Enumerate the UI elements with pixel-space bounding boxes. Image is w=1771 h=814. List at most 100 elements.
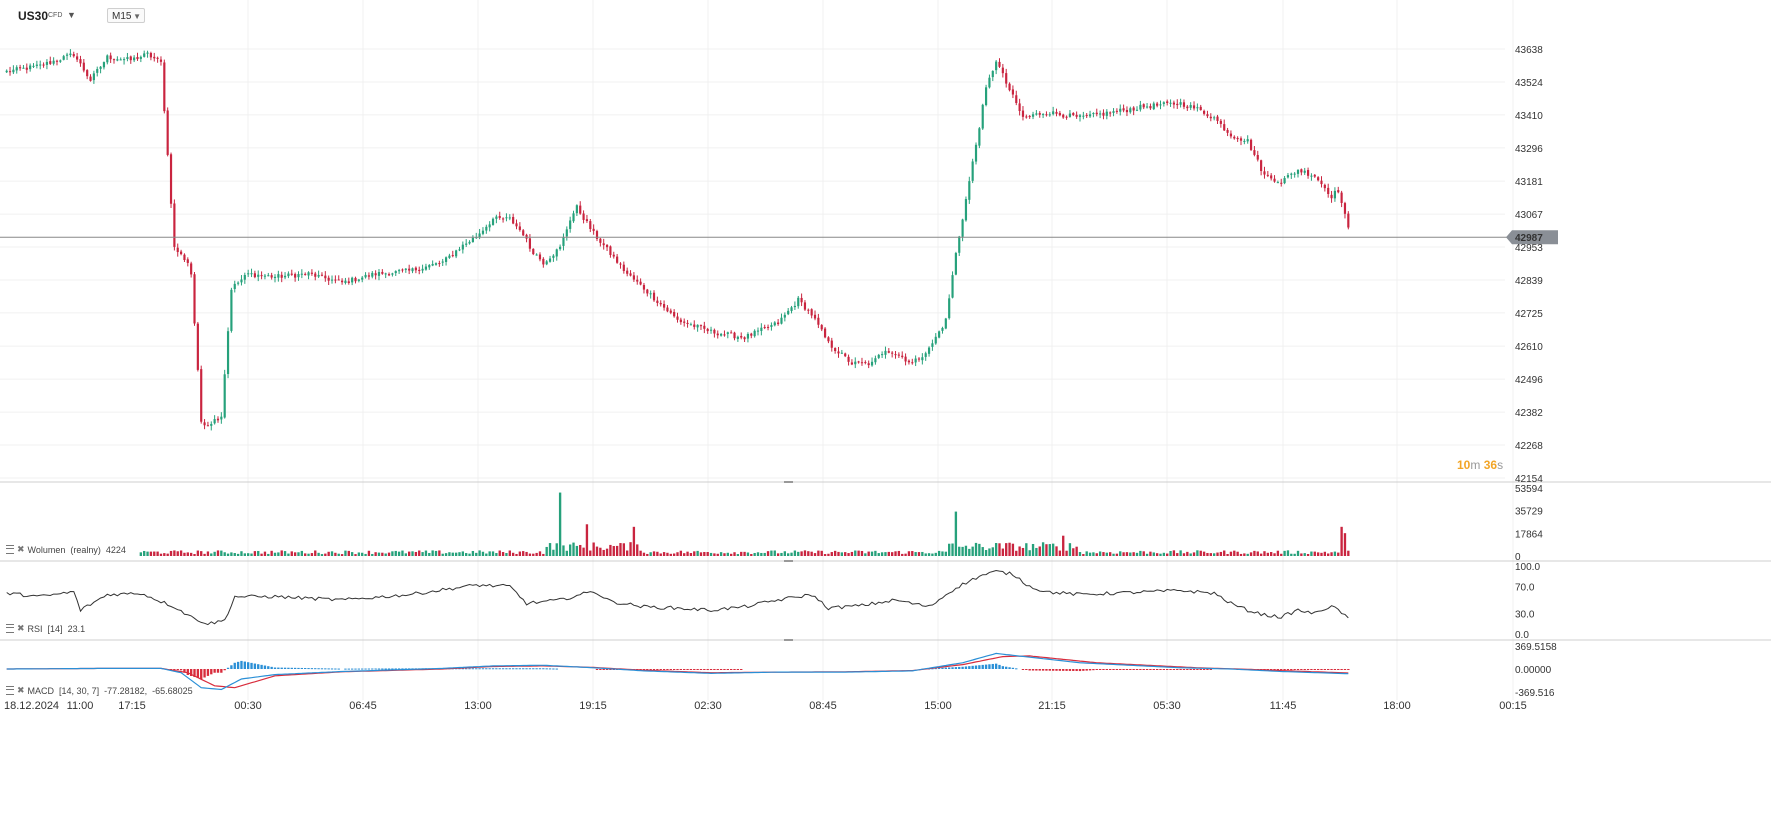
candle[interactable]	[42, 62, 45, 68]
candle[interactable]	[1310, 173, 1313, 181]
candle[interactable]	[283, 272, 287, 280]
candle[interactable]	[1031, 111, 1035, 120]
candle[interactable]	[15, 65, 18, 74]
candle[interactable]	[532, 248, 535, 256]
settings-icon[interactable]	[6, 686, 14, 695]
candle[interactable]	[887, 348, 890, 354]
candle[interactable]	[1243, 138, 1246, 145]
candle[interactable]	[387, 272, 391, 277]
candle[interactable]	[213, 415, 216, 425]
candle[interactable]	[317, 270, 320, 279]
candle[interactable]	[310, 269, 313, 276]
candle[interactable]	[1115, 108, 1118, 114]
candle[interactable]	[59, 59, 62, 63]
candle[interactable]	[679, 317, 682, 325]
candle[interactable]	[1203, 109, 1206, 116]
candle[interactable]	[817, 313, 820, 329]
candle[interactable]	[1323, 183, 1326, 192]
candle[interactable]	[19, 64, 22, 71]
candle[interactable]	[904, 353, 907, 366]
candle[interactable]	[1270, 173, 1273, 181]
candle[interactable]	[1092, 112, 1095, 118]
candle[interactable]	[143, 50, 146, 58]
candle[interactable]	[1283, 175, 1286, 185]
candle[interactable]	[552, 254, 555, 262]
candle[interactable]	[907, 359, 911, 365]
candle[interactable]	[1330, 190, 1333, 203]
candle[interactable]	[1172, 100, 1175, 109]
candle[interactable]	[1166, 99, 1169, 106]
candle[interactable]	[891, 351, 894, 358]
candle[interactable]	[978, 126, 981, 149]
candle[interactable]	[273, 274, 277, 283]
candle[interactable]	[1290, 172, 1293, 179]
candle[interactable]	[1256, 150, 1259, 162]
candle[interactable]	[1239, 136, 1243, 146]
candle[interactable]	[434, 262, 438, 266]
candle[interactable]	[622, 261, 625, 274]
candle[interactable]	[783, 312, 786, 322]
candle[interactable]	[35, 60, 38, 69]
candle[interactable]	[948, 294, 951, 320]
candle[interactable]	[25, 63, 28, 74]
candle[interactable]	[223, 369, 226, 419]
candle[interactable]	[1075, 111, 1078, 119]
candle[interactable]	[237, 281, 240, 286]
candle[interactable]	[800, 293, 803, 307]
candle[interactable]	[1028, 114, 1031, 119]
candle[interactable]	[790, 305, 793, 314]
candle[interactable]	[253, 270, 256, 279]
candle[interactable]	[257, 270, 260, 282]
candle[interactable]	[334, 275, 337, 284]
candle[interactable]	[1333, 187, 1336, 202]
candle[interactable]	[1129, 106, 1132, 114]
candle[interactable]	[830, 337, 833, 352]
candle[interactable]	[307, 271, 310, 280]
candle[interactable]	[720, 332, 723, 337]
candle[interactable]	[579, 201, 582, 215]
candle[interactable]	[411, 267, 414, 274]
candle[interactable]	[508, 214, 511, 221]
close-icon[interactable]: ✖	[17, 623, 25, 633]
candle[interactable]	[190, 261, 193, 278]
candle[interactable]	[689, 322, 693, 326]
close-icon[interactable]: ✖	[17, 544, 25, 554]
candle[interactable]	[1105, 109, 1108, 120]
candle[interactable]	[357, 278, 360, 283]
candle[interactable]	[1176, 99, 1179, 109]
candle[interactable]	[86, 69, 89, 80]
candle[interactable]	[29, 63, 32, 72]
candle[interactable]	[753, 329, 756, 338]
candle[interactable]	[1293, 172, 1296, 178]
candle[interactable]	[351, 276, 354, 286]
candle[interactable]	[5, 69, 8, 74]
candle[interactable]	[1276, 180, 1279, 184]
candle[interactable]	[609, 245, 612, 258]
candle[interactable]	[92, 70, 95, 84]
candle[interactable]	[1005, 68, 1008, 88]
candle[interactable]	[612, 251, 615, 259]
macd-pane[interactable]	[6, 652, 1350, 691]
candle[interactable]	[1320, 176, 1323, 188]
candle[interactable]	[314, 271, 317, 281]
candle[interactable]	[1300, 168, 1303, 176]
candle[interactable]	[116, 56, 119, 62]
candle[interactable]	[760, 323, 763, 336]
candle[interactable]	[12, 65, 15, 75]
candle[interactable]	[45, 59, 49, 70]
candle[interactable]	[1206, 110, 1209, 119]
candle[interactable]	[847, 354, 850, 366]
candle[interactable]	[112, 58, 116, 64]
candle[interactable]	[1192, 101, 1196, 111]
candle[interactable]	[921, 353, 924, 365]
candle[interactable]	[1182, 99, 1186, 110]
candle[interactable]	[119, 57, 122, 61]
candle[interactable]	[250, 268, 253, 278]
candle[interactable]	[1317, 176, 1320, 182]
candle[interactable]	[673, 309, 676, 318]
candle[interactable]	[988, 74, 991, 89]
candle[interactable]	[1112, 108, 1115, 117]
candle[interactable]	[746, 332, 750, 343]
candle[interactable]	[938, 330, 941, 339]
